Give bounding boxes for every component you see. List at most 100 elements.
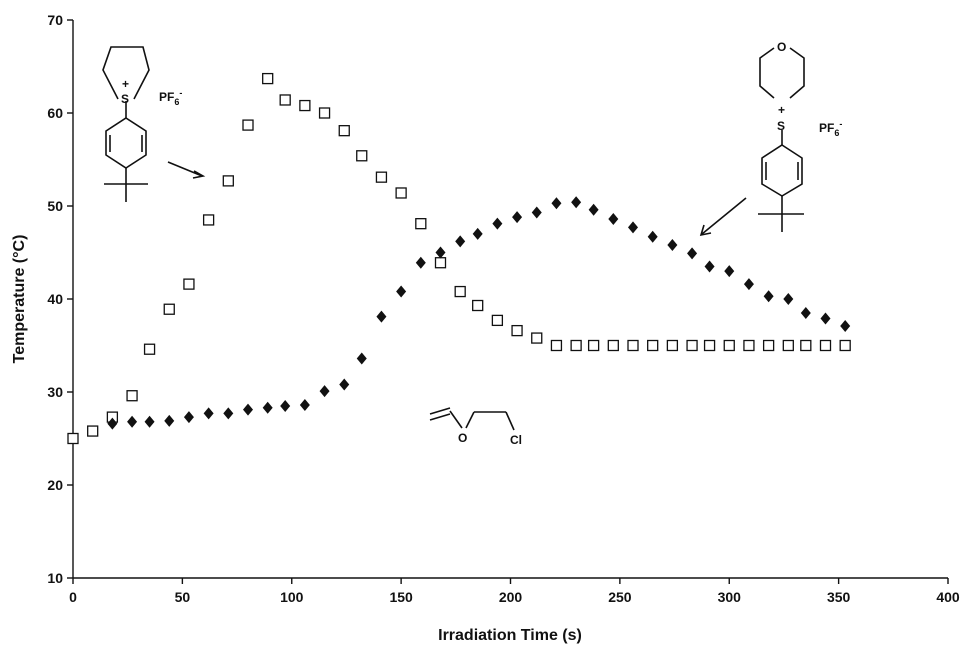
data-point-square xyxy=(67,432,79,445)
data-point-diamond xyxy=(628,221,638,234)
data-point-diamond xyxy=(376,310,387,323)
data-point-diamond xyxy=(144,415,155,428)
x-tick-label: 300 xyxy=(718,589,742,605)
x-tick-label: 0 xyxy=(69,589,77,605)
data-point-square xyxy=(587,339,600,352)
x-axis-ticks: 0 50 100 150 200 250 300 350 400 xyxy=(69,578,960,605)
data-point-square xyxy=(202,214,215,226)
data-point-square xyxy=(686,339,698,352)
data-point-diamond xyxy=(455,235,466,248)
data-point-square xyxy=(242,119,254,131)
data-point-square xyxy=(570,339,582,352)
data-point-diamond xyxy=(472,227,483,240)
data-point-diamond xyxy=(687,247,698,260)
data-point-diamond xyxy=(512,211,523,224)
data-point-diamond xyxy=(783,293,794,305)
data-point-diamond xyxy=(743,278,754,291)
data-point-diamond xyxy=(667,239,678,252)
data-point-square xyxy=(800,339,812,352)
y-tick-label: 30 xyxy=(47,384,63,400)
left-sulfonium-structure xyxy=(102,46,206,202)
data-point-diamond xyxy=(339,378,350,391)
data-point-square xyxy=(723,339,735,352)
data-point-diamond xyxy=(588,203,599,216)
data-point-diamond xyxy=(262,401,273,414)
data-point-square xyxy=(87,425,99,437)
right-pf6-label: PF6- xyxy=(819,119,842,138)
x-tick-label: 400 xyxy=(936,589,960,605)
data-point-square xyxy=(279,94,291,106)
right-sulfonium-s-label: S xyxy=(777,119,785,133)
data-point-square xyxy=(163,303,175,315)
x-tick-label: 250 xyxy=(608,589,632,605)
data-point-square xyxy=(375,171,388,183)
data-point-square xyxy=(627,339,639,352)
data-point-square xyxy=(415,218,427,230)
vinyl-ether-cl-label: Cl xyxy=(510,433,522,447)
data-point-square xyxy=(395,187,407,199)
data-point-square xyxy=(511,324,523,337)
data-point-square xyxy=(703,339,716,352)
data-point-square xyxy=(743,339,755,352)
data-point-diamond xyxy=(127,415,138,428)
data-point-diamond xyxy=(396,285,407,298)
data-point-diamond xyxy=(356,352,367,365)
data-point-square xyxy=(434,257,447,269)
right-sulfonium-structure xyxy=(699,47,805,237)
data-point-diamond xyxy=(183,411,194,424)
vinyl-ether-structure xyxy=(429,407,515,431)
data-point-diamond xyxy=(164,414,175,427)
data-point-diamond xyxy=(435,246,446,259)
series-open-squares xyxy=(67,72,851,445)
data-point-diamond xyxy=(571,196,582,209)
data-point-square xyxy=(782,339,794,352)
left-pf6-label: PF6- xyxy=(159,88,182,107)
data-point-square xyxy=(666,339,679,352)
data-point-diamond xyxy=(763,290,774,303)
x-tick-label: 200 xyxy=(499,589,523,605)
x-tick-label: 150 xyxy=(389,589,413,605)
data-point-diamond xyxy=(724,265,735,278)
data-point-diamond xyxy=(800,306,811,319)
right-charge-label: + xyxy=(778,103,785,117)
data-point-square xyxy=(550,339,563,352)
y-tick-label: 10 xyxy=(47,570,63,586)
data-point-diamond xyxy=(551,197,562,210)
data-point-diamond xyxy=(608,213,619,226)
y-tick-label: 70 xyxy=(47,12,63,28)
y-tick-label: 50 xyxy=(47,198,63,214)
data-point-square xyxy=(819,339,832,352)
left-sulfonium-s-label: S xyxy=(121,92,129,106)
right-morpholine-o-label: O xyxy=(777,40,786,54)
y-tick-label: 60 xyxy=(47,105,63,121)
data-point-square xyxy=(531,332,543,344)
x-tick-label: 50 xyxy=(175,589,191,605)
data-point-diamond xyxy=(704,260,715,273)
data-point-square xyxy=(491,314,504,327)
x-tick-label: 100 xyxy=(280,589,304,605)
data-point-square xyxy=(143,343,156,355)
data-point-square xyxy=(338,125,350,137)
y-tick-label: 40 xyxy=(47,291,63,307)
data-point-diamond xyxy=(243,403,253,416)
data-point-diamond xyxy=(820,312,831,325)
data-point-square xyxy=(647,339,659,352)
data-point-diamond xyxy=(299,399,310,412)
y-tick-label: 20 xyxy=(47,477,63,493)
left-charge-label: + xyxy=(122,77,129,91)
vinyl-ether-o-label: O xyxy=(458,431,467,445)
data-point-diamond xyxy=(531,206,542,219)
data-point-diamond xyxy=(647,230,658,243)
data-point-diamond xyxy=(319,385,330,398)
data-point-diamond xyxy=(280,399,291,412)
data-point-square xyxy=(318,107,331,119)
data-point-square xyxy=(126,390,138,402)
data-point-square xyxy=(472,299,484,312)
x-tick-label: 350 xyxy=(827,589,851,605)
data-point-diamond xyxy=(492,217,503,230)
x-axis-title: Irradiation Time (s) xyxy=(438,627,582,644)
data-point-square xyxy=(222,175,234,187)
data-point-square xyxy=(454,285,466,298)
data-point-square xyxy=(607,339,619,352)
